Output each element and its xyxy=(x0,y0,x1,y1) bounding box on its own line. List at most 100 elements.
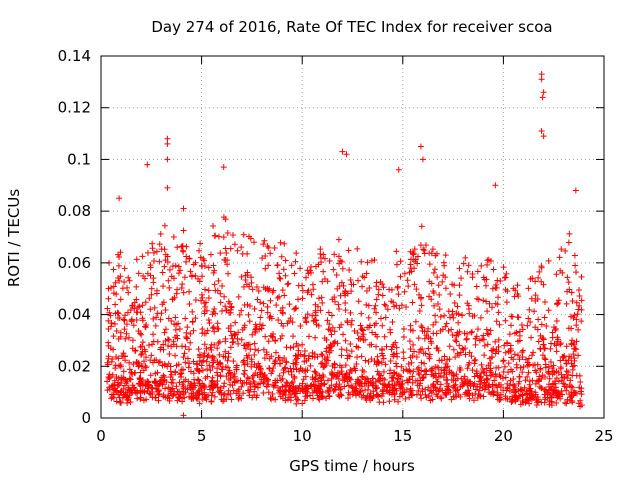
data-point-notable xyxy=(492,182,499,189)
data-point xyxy=(134,395,141,402)
data-point xyxy=(312,369,319,376)
data-point xyxy=(578,391,585,398)
data-point xyxy=(542,356,549,363)
data-point xyxy=(238,273,245,280)
data-point xyxy=(115,251,122,258)
data-point xyxy=(457,384,464,391)
data-point-notable xyxy=(538,127,545,134)
data-point xyxy=(282,364,289,371)
data-point xyxy=(526,400,533,407)
data-point xyxy=(519,347,526,354)
data-point xyxy=(442,391,449,398)
data-point xyxy=(150,279,157,286)
data-point xyxy=(524,322,531,329)
data-point xyxy=(495,396,502,403)
data-point xyxy=(374,333,381,340)
data-point xyxy=(241,367,248,374)
data-point xyxy=(203,345,210,352)
data-point xyxy=(530,393,537,400)
data-point xyxy=(148,291,155,298)
data-point xyxy=(321,381,328,388)
data-point xyxy=(494,277,501,284)
data-point xyxy=(141,388,148,395)
data-point xyxy=(462,389,469,396)
data-point xyxy=(409,327,416,334)
data-point xyxy=(187,368,194,375)
data-point xyxy=(578,297,585,304)
data-point xyxy=(459,379,466,386)
data-point xyxy=(468,328,475,335)
data-point xyxy=(510,285,517,292)
data-point xyxy=(380,355,387,362)
data-point xyxy=(173,383,180,390)
data-point xyxy=(165,277,172,284)
data-point xyxy=(406,338,413,345)
data-point xyxy=(453,338,460,345)
data-point xyxy=(528,352,535,359)
data-point xyxy=(131,305,138,312)
data-point xyxy=(126,366,133,373)
data-point xyxy=(138,351,145,358)
data-point xyxy=(121,317,128,324)
data-point xyxy=(378,392,385,399)
data-point xyxy=(270,334,277,341)
data-point xyxy=(217,290,224,297)
data-point xyxy=(120,368,127,375)
data-point xyxy=(564,375,571,382)
data-point xyxy=(112,365,119,372)
data-point xyxy=(421,328,428,335)
data-point xyxy=(136,362,143,369)
data-point xyxy=(340,331,347,338)
data-point xyxy=(438,366,445,373)
data-point xyxy=(548,394,555,401)
data-point xyxy=(472,386,479,393)
data-point xyxy=(503,299,510,306)
data-point xyxy=(286,387,293,394)
data-point xyxy=(217,299,224,306)
data-point xyxy=(118,399,125,406)
data-point xyxy=(510,356,517,363)
data-point xyxy=(353,385,360,392)
data-point xyxy=(225,387,232,394)
data-point xyxy=(511,293,518,300)
data-point xyxy=(139,376,146,383)
data-point xyxy=(541,399,548,406)
data-point xyxy=(245,375,252,382)
data-point xyxy=(487,365,494,372)
data-point xyxy=(155,383,162,390)
data-point xyxy=(168,317,175,324)
data-point xyxy=(337,391,344,398)
data-point xyxy=(180,366,187,373)
data-point xyxy=(158,310,165,317)
data-point xyxy=(204,353,211,360)
data-point xyxy=(235,329,242,336)
data-point xyxy=(503,270,510,277)
data-point xyxy=(484,377,491,384)
data-point xyxy=(389,385,396,392)
data-point xyxy=(150,331,157,338)
data-point-notable xyxy=(343,151,350,158)
data-point xyxy=(230,358,237,365)
data-point xyxy=(455,331,462,338)
data-point xyxy=(338,364,345,371)
data-point xyxy=(292,305,299,312)
data-point xyxy=(368,257,375,264)
data-point xyxy=(249,373,256,380)
data-point xyxy=(160,372,167,379)
data-point xyxy=(439,326,446,333)
data-point xyxy=(555,300,562,307)
data-point xyxy=(278,253,285,260)
data-point xyxy=(442,285,449,292)
data-point xyxy=(204,327,211,334)
data-point xyxy=(300,376,307,383)
data-point xyxy=(354,245,361,252)
data-point xyxy=(224,261,231,268)
data-point xyxy=(231,378,238,385)
data-point xyxy=(395,376,402,383)
data-point xyxy=(261,355,268,362)
data-point xyxy=(410,368,417,375)
data-point xyxy=(574,311,581,318)
data-point xyxy=(301,358,308,365)
data-point xyxy=(297,365,304,372)
